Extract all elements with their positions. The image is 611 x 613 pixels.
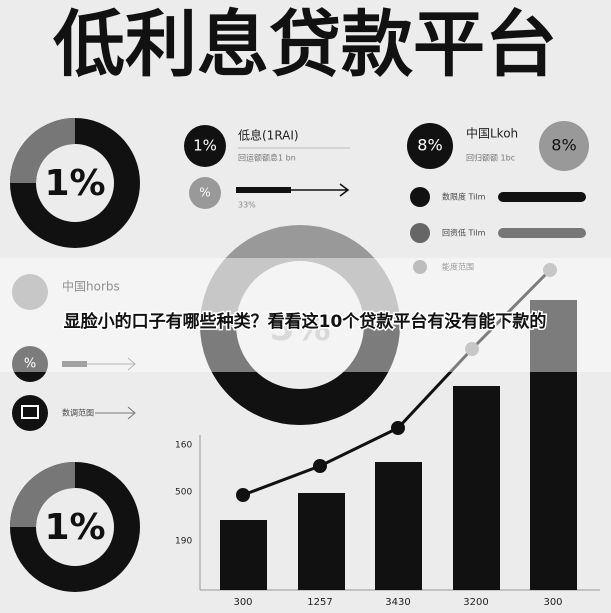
badge: [184, 125, 226, 167]
badge: [12, 346, 48, 382]
icon: [12, 274, 48, 310]
label: 低息(1RAI): [238, 128, 299, 143]
point: [236, 488, 250, 502]
item: 数限度 Tilm: [442, 192, 486, 202]
sub-label: 回运额额息1 bn: [238, 153, 296, 163]
arrow: [95, 406, 136, 420]
icon: [413, 260, 427, 274]
donut-label: 5%: [269, 308, 330, 349]
progress: [62, 361, 87, 367]
sub-label: 回归额额 1bc: [466, 153, 515, 163]
icon: [12, 395, 48, 431]
badge-label: %: [24, 357, 36, 372]
bar: [220, 520, 267, 590]
title: 低利息贷款平台: [53, 3, 557, 87]
bar: [530, 300, 577, 590]
x-axis-label: 300: [543, 597, 562, 608]
y-axis-label: 500: [175, 488, 192, 498]
donut-segment: [10, 462, 75, 527]
x-axis-label: 300: [233, 597, 252, 608]
label: 中国Lkoh: [466, 126, 518, 141]
bar-pill: [498, 228, 586, 238]
point: [313, 459, 327, 473]
x-axis-label: 3430: [385, 597, 410, 608]
badge-label: 8%: [551, 136, 576, 155]
bar: [453, 386, 500, 590]
donut-segment: [10, 118, 75, 183]
progress: [236, 187, 291, 193]
point: [465, 342, 479, 356]
y-axis-label: 160: [175, 441, 192, 451]
bar: [298, 493, 345, 590]
arrow: [291, 183, 350, 197]
caption: 显脸小的口子有哪些种类？看看这10个贷款平台有没有能下款的: [64, 311, 547, 332]
item: 能度范围: [442, 262, 474, 272]
arrow: [87, 357, 136, 371]
x-axis-label: 3200: [463, 597, 488, 608]
badge-label: %: [199, 186, 210, 200]
bar-pill: [498, 192, 586, 202]
x-axis-label: 1257: [307, 597, 332, 608]
badge: [189, 177, 221, 209]
caption-band: [0, 258, 611, 372]
badge: [407, 123, 453, 169]
badge-label: 8%: [417, 136, 442, 155]
sub-label: 33%: [238, 201, 256, 210]
y-axis-label: 190: [175, 537, 192, 547]
badge: [539, 121, 589, 171]
icon: [410, 223, 430, 243]
badge-label: 1%: [193, 137, 217, 155]
icon: [410, 187, 430, 207]
item: 数调范图: [62, 408, 94, 418]
donut-label: 1%: [44, 507, 105, 548]
point: [543, 263, 557, 277]
point: [391, 421, 405, 435]
label: 中国horbs: [62, 279, 120, 294]
donut-label: 1%: [44, 163, 105, 204]
bar: [375, 462, 422, 590]
donut-segment: [200, 324, 400, 425]
item: 回资低 Tilm: [442, 228, 486, 238]
icon-glyph: [21, 405, 39, 419]
